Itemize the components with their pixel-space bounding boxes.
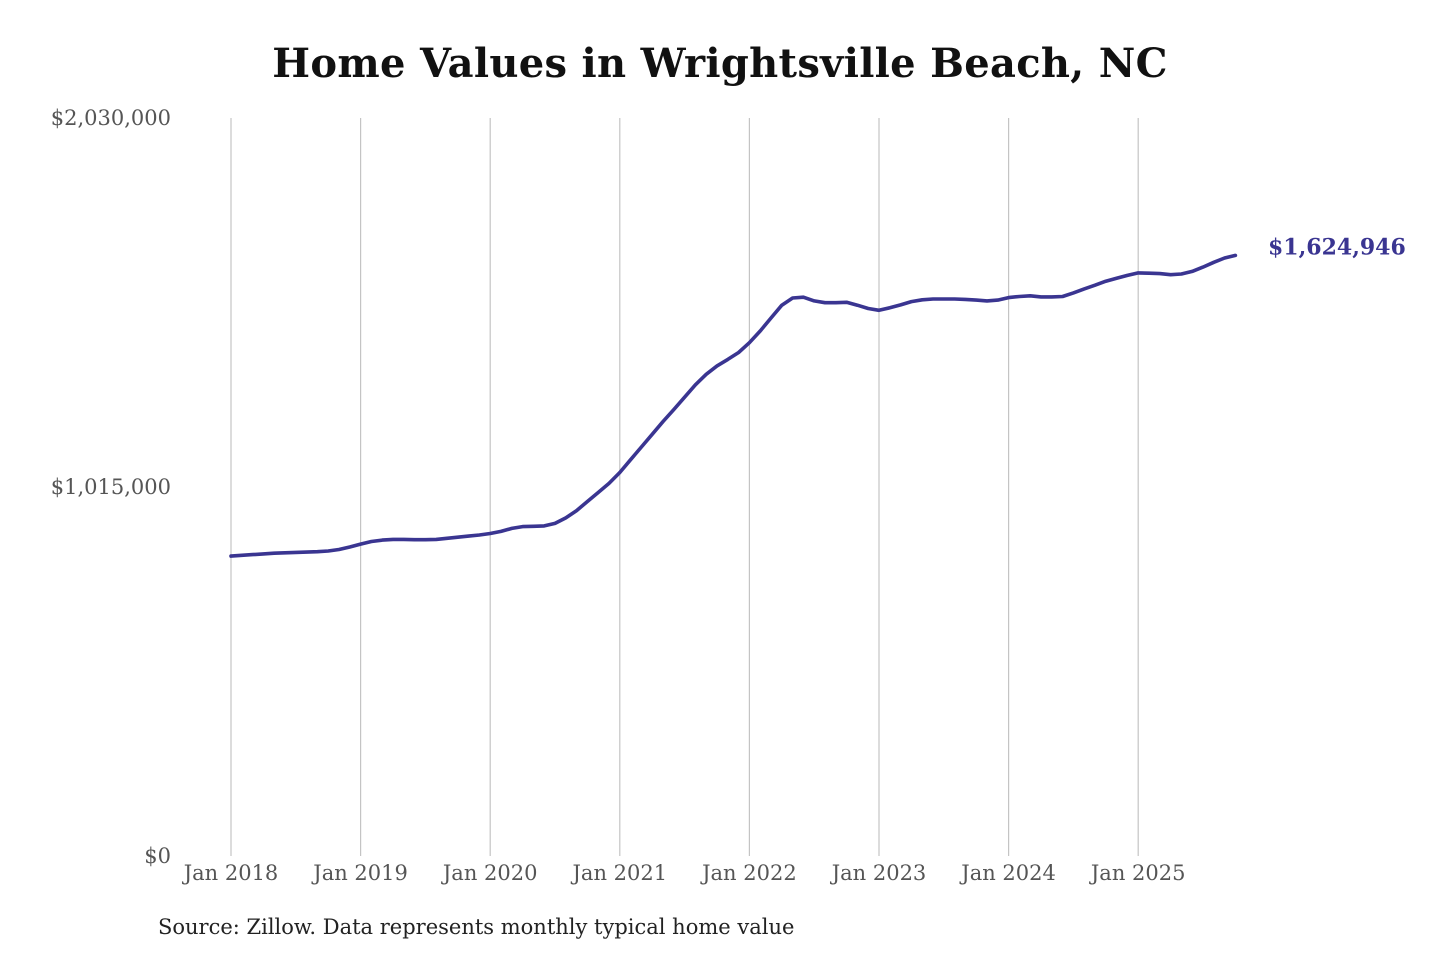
x-tick-label: Jan 2022 [700, 861, 797, 885]
y-axis-ticks: $0 $1,015,000 $2,030,000 [51, 106, 171, 868]
x-tick-label: Jan 2025 [1089, 861, 1186, 885]
x-tick-label: Jan 2018 [182, 861, 279, 885]
end-value-label: $1,624,946 [1268, 234, 1406, 260]
y-tick-label: $2,030,000 [51, 106, 171, 130]
y-tick-label: $1,015,000 [51, 475, 171, 499]
x-tick-label: Jan 2024 [959, 861, 1056, 885]
series-line [229, 253, 1238, 558]
source-note: Source: Zillow. Data represents monthly … [158, 915, 795, 939]
x-tick-label: Jan 2020 [441, 861, 538, 885]
series-line-group [229, 253, 1238, 558]
y-tick-label: $0 [144, 844, 171, 868]
x-axis-ticks: Jan 2018 Jan 2019 Jan 2020 Jan 2021 Jan 2022… [182, 861, 1186, 885]
end-label-group: $1,624,946 [1268, 234, 1406, 260]
x-tick-label: Jan 2021 [571, 861, 668, 885]
x-tick-label: Jan 2023 [830, 861, 927, 885]
chart-title: Home Values in Wrightsville Beach, NC [272, 40, 1168, 87]
gridlines [230, 118, 1139, 856]
x-tick-label: Jan 2019 [311, 861, 408, 885]
